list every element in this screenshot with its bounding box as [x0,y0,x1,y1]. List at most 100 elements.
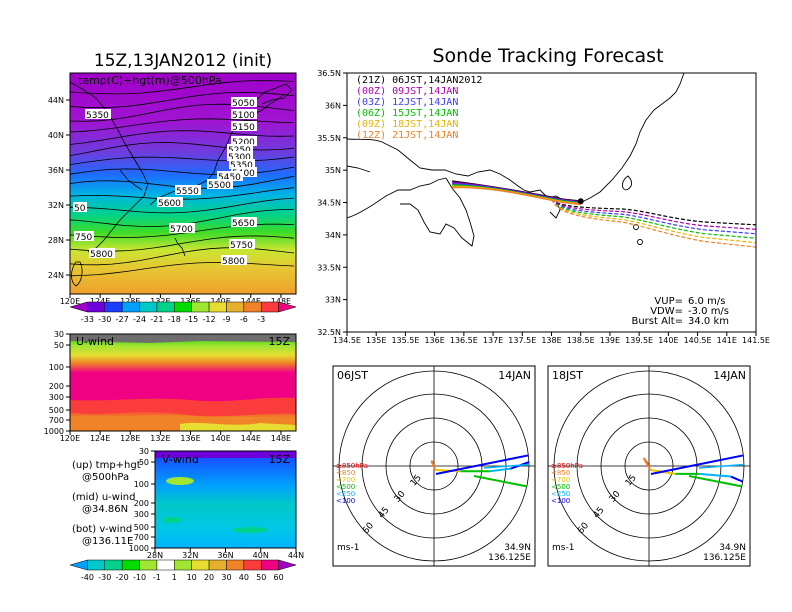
colorbar-label: -10 [133,573,146,582]
colorbar-segment [174,301,192,313]
u-wind-field [70,334,296,431]
lon-tick-label: 135.5E [391,336,419,345]
launch-params: VUP= 6.0 m/s VDW= -3.0 m/s Burst Alt= 34.0 km [631,296,729,327]
colorbar-segment [278,559,297,571]
colorbar-segment [226,559,245,571]
hodo-level: <850 [551,469,570,477]
lon-tick-label: 136E [180,434,200,443]
lon-tick-label: 140.5E [684,336,712,345]
lat-tick-label: 32.5N [317,328,341,337]
hodo-trace [430,453,529,489]
hodo-level: <250 [336,490,355,498]
lon-tick-label: 139.5E [625,336,653,345]
hodo-segment [730,475,744,486]
colorbar-segment [87,301,106,313]
lat-tick-label: 35N [325,166,341,175]
hodo-level: ≥850hPa [336,462,368,470]
lat-tick-label: 34.5N [317,199,341,208]
p-tick-label: 100 [134,480,149,489]
colorbar-segment [104,559,123,571]
colorbar-segment [243,559,262,571]
param-value: 34.0 km [688,316,729,327]
colorbar-segment [208,559,227,571]
contour-label-bg [74,231,94,241]
p-tick-label: 300 [134,510,149,519]
landing-marker [577,198,584,205]
lat-tick-label: 36N [325,101,341,110]
hodo-segment-mid [473,475,529,489]
colorbar-segment [260,559,279,571]
height-contour [70,118,295,134]
u-panel-time: 15Z [268,335,290,348]
lon-tick-label: 128E [120,434,140,443]
contour-label: 5600 [158,199,181,209]
hodo-segment [699,472,731,478]
lon-tick-label: 139E [600,336,620,345]
colorbar-label: -3 [257,315,265,324]
hodo-segment-upper2 [698,463,744,469]
temp-field [70,73,296,294]
colorbar-segment [260,301,279,313]
hodo-lon: 136.125E [703,553,746,563]
colorbar-label: 1 [172,573,177,582]
colorbar-label: 30 [221,573,231,582]
p-tick-label: 500 [49,406,64,415]
coastline-honshu [347,73,685,247]
lon-tick-label: 120E [60,434,80,443]
param-label: VDW= [650,306,683,317]
contour-label: 50 [74,204,86,214]
p-tick-label: 300 [49,393,64,402]
track-legend-entry: (09Z) 18JST,14JAN [356,119,458,130]
contour-label-bg [231,217,257,227]
contour-label-bg [231,121,257,131]
colorbar-label: -40 [81,573,94,582]
hodo-lon: 136.125E [488,553,531,563]
contour-label: 5400 [232,169,255,179]
contour-label-bg [229,159,255,169]
contour-label-bg [89,248,115,258]
colorbar-segment [87,559,106,571]
contour-label: 5300 [228,153,251,163]
contour-label-bg [221,255,247,265]
lon-tick-label: 137E [483,336,503,345]
hodo-level: <700 [336,476,355,484]
track-dashed [551,198,756,226]
colorbar-label: 10 [187,573,197,582]
colorbar-segment [139,559,158,571]
contour-label-bg [227,144,253,154]
p-tick-label: 200 [134,499,149,508]
lon-tick-label: 120E [60,297,80,306]
sonde-tracks [452,180,756,248]
height-contour [70,197,295,218]
v-panel-label: V-wind [162,453,199,466]
lat-tick-label: 36N [48,166,64,175]
track-dashed [551,198,756,230]
colorbar-segment [191,559,210,571]
hodo-lat: 34.9N [719,543,746,553]
height-contour [70,261,295,278]
lon-tick-label: 132E [150,434,170,443]
lon-tick-label: 138.5E [567,336,595,345]
colorbar-segment [121,301,140,313]
hodo-level: <250 [551,490,570,498]
lon-tick-label: 128E [120,297,140,306]
colorbar-segment [208,301,227,313]
colorbar-label: -33 [81,315,94,324]
contour-label: 5800 [222,257,245,267]
colorbar-segment [104,301,123,313]
hodo-time: 18JST [552,369,583,382]
track-dashed [550,198,756,248]
colorbar-label: -15 [185,315,198,324]
lon-tick-label: 124E [90,297,110,306]
contour-label-bg [231,109,257,119]
colorbar-label: 20 [204,573,214,582]
lat-tick-label: 32N [48,201,64,210]
lon-tick-label: 136E [180,297,200,306]
note-line2: @500hPa [82,472,129,483]
hodo-date: 14JAN [498,369,531,382]
v-wind-features [155,451,296,533]
colorbar-label: 40 [239,573,249,582]
